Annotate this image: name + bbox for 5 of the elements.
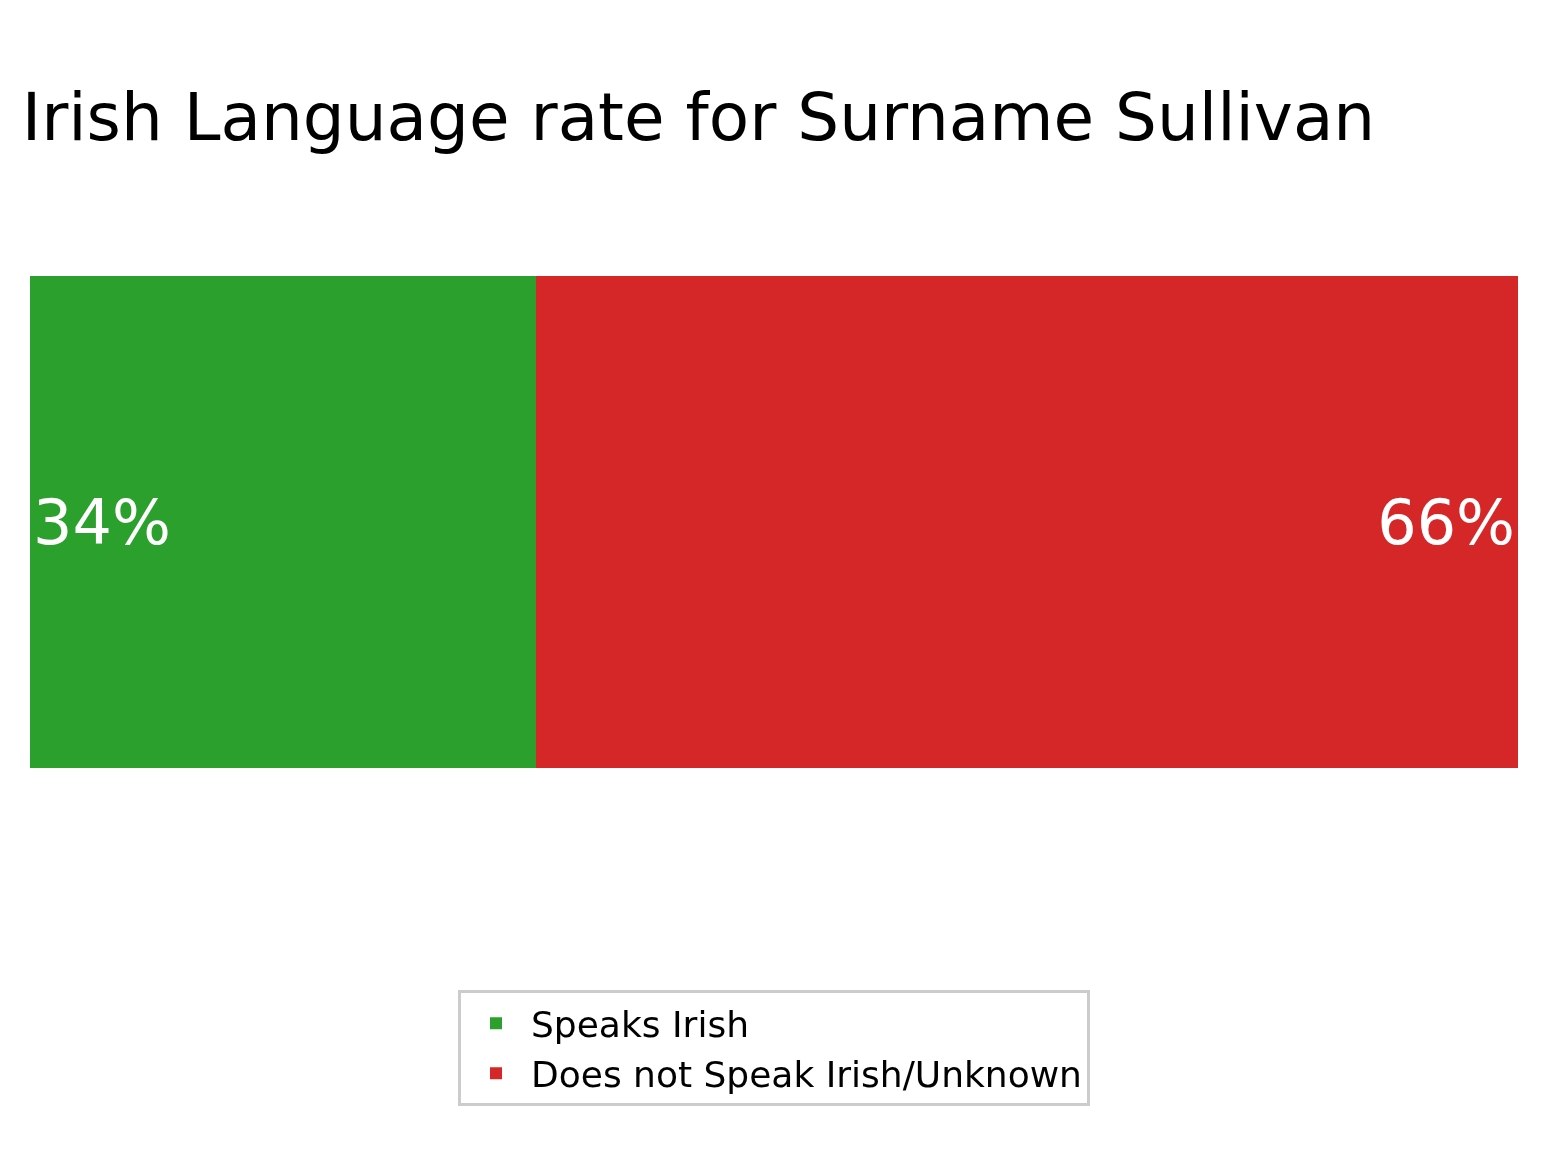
chart-title: Irish Language rate for Surname Sullivan — [21, 78, 1376, 156]
legend-label: Does not Speak Irish/Unknown — [531, 1054, 1082, 1096]
data-label: 34% — [33, 485, 171, 559]
data-label: 66% — [1377, 485, 1515, 559]
legend-label: Speaks Irish — [531, 1004, 749, 1046]
